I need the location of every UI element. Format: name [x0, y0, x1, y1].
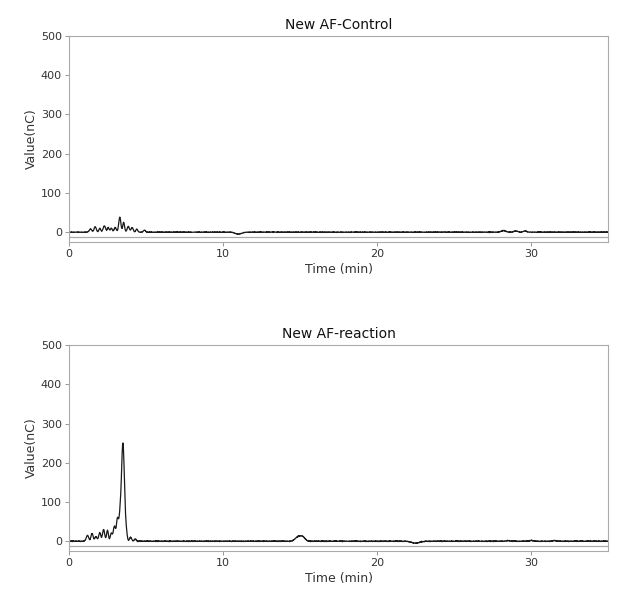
X-axis label: Time (min): Time (min): [305, 263, 372, 276]
Title: New AF-Control: New AF-Control: [285, 18, 393, 32]
Y-axis label: Value(nC): Value(nC): [25, 418, 38, 479]
Y-axis label: Value(nC): Value(nC): [25, 108, 38, 170]
Title: New AF-reaction: New AF-reaction: [282, 327, 396, 341]
X-axis label: Time (min): Time (min): [305, 572, 372, 585]
